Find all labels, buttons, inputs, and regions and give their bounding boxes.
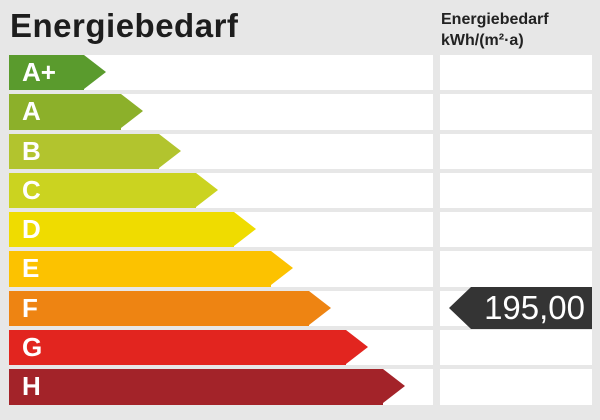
value-cell bbox=[440, 369, 592, 405]
class-arrow: E bbox=[9, 251, 293, 287]
scale-row-e: E bbox=[9, 251, 592, 287]
class-label: G bbox=[22, 332, 43, 363]
class-label: F bbox=[22, 292, 38, 323]
row-band: A bbox=[9, 94, 433, 130]
class-arrow: F bbox=[9, 290, 331, 327]
row-band: D bbox=[9, 212, 433, 248]
scale-row-h: H bbox=[9, 369, 592, 405]
class-arrow: A bbox=[9, 94, 143, 130]
scale-row-f: F 195,00 bbox=[9, 287, 592, 330]
class-arrow: B bbox=[9, 133, 181, 169]
row-band: C bbox=[9, 172, 433, 209]
value-badge-text: 195,00 bbox=[484, 289, 585, 327]
value-cell bbox=[440, 133, 592, 169]
scale-row-a: A bbox=[9, 94, 592, 130]
value-cell bbox=[440, 172, 592, 209]
energy-class-rows: A+ A B C bbox=[9, 55, 592, 409]
scale-row-a-plus: A+ bbox=[9, 55, 592, 91]
class-label: A bbox=[22, 96, 41, 127]
row-band: A+ bbox=[9, 55, 433, 91]
class-arrow: H bbox=[9, 369, 405, 405]
unit-label-line1: Energiebedarf bbox=[441, 11, 549, 28]
value-cell bbox=[440, 212, 592, 248]
class-label: H bbox=[22, 371, 41, 402]
scale-row-b: B bbox=[9, 133, 592, 169]
class-label: A+ bbox=[22, 57, 56, 87]
unit-label-line2: kWh/(m²·a) bbox=[441, 32, 524, 49]
class-arrow: C bbox=[9, 172, 218, 209]
row-band: G bbox=[9, 330, 433, 366]
class-arrow: D bbox=[9, 212, 256, 248]
class-arrow: A+ bbox=[9, 55, 106, 91]
value-cell bbox=[440, 251, 592, 287]
scale-row-d: D bbox=[9, 212, 592, 248]
scale-row-c: C bbox=[9, 172, 592, 209]
unit-label: Energiebedarf kWh/(m²·a) bbox=[441, 9, 549, 51]
row-band: F bbox=[9, 290, 433, 327]
value-badge: 195,00 bbox=[449, 287, 592, 330]
value-cell bbox=[440, 330, 592, 366]
class-label: D bbox=[22, 214, 41, 245]
scale-row-g: G bbox=[9, 330, 592, 366]
class-arrow: G bbox=[9, 330, 368, 366]
panel-title: Energiebedarf bbox=[10, 7, 239, 44]
row-band: B bbox=[9, 133, 433, 169]
value-cell: 195,00 bbox=[440, 287, 592, 330]
class-label: B bbox=[22, 135, 41, 166]
value-cell bbox=[440, 55, 592, 91]
row-band: H bbox=[9, 369, 433, 405]
value-cell bbox=[440, 94, 592, 130]
class-label: C bbox=[22, 174, 41, 205]
row-band: E bbox=[9, 251, 433, 287]
class-label: E bbox=[22, 253, 40, 284]
